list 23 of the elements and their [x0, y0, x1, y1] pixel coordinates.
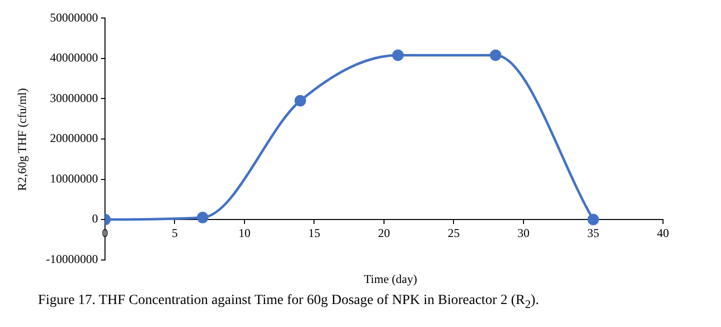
x-tick-label: 30	[518, 226, 530, 240]
y-tick-label: 30000000	[50, 90, 98, 105]
x-tick-label: 40	[657, 226, 669, 240]
y-tick-label: 0	[92, 212, 98, 226]
y-tick-label: 20000000	[50, 131, 98, 146]
point	[490, 49, 502, 61]
x-tick-label: 20	[378, 226, 390, 240]
x-tick-label: 5	[172, 226, 178, 240]
y-tick-label: 50000000	[50, 10, 98, 24]
x-tick-label: 25	[448, 226, 460, 240]
text: Figure 17. THF Concentration against Time for 60g Dosage of NPK in Bioreactor 2 (R$_{2}$).	[38, 293, 540, 311]
y-tick-label: -10000000	[46, 252, 98, 266]
y-tick-label: 40000000	[50, 50, 98, 65]
y-axis-title: R2,60g THF (cfu/ml)	[14, 88, 30, 190]
point	[196, 212, 208, 224]
y-tick-label: 10000000	[50, 171, 98, 186]
x-axis-title: Time (day)	[362, 272, 418, 287]
point	[588, 214, 599, 226]
point	[392, 49, 404, 61]
point	[294, 94, 306, 106]
x-tick-label: 15	[308, 226, 320, 240]
x-tick-label: 10	[238, 226, 250, 240]
x-tick-label: 35	[587, 226, 600, 240]
